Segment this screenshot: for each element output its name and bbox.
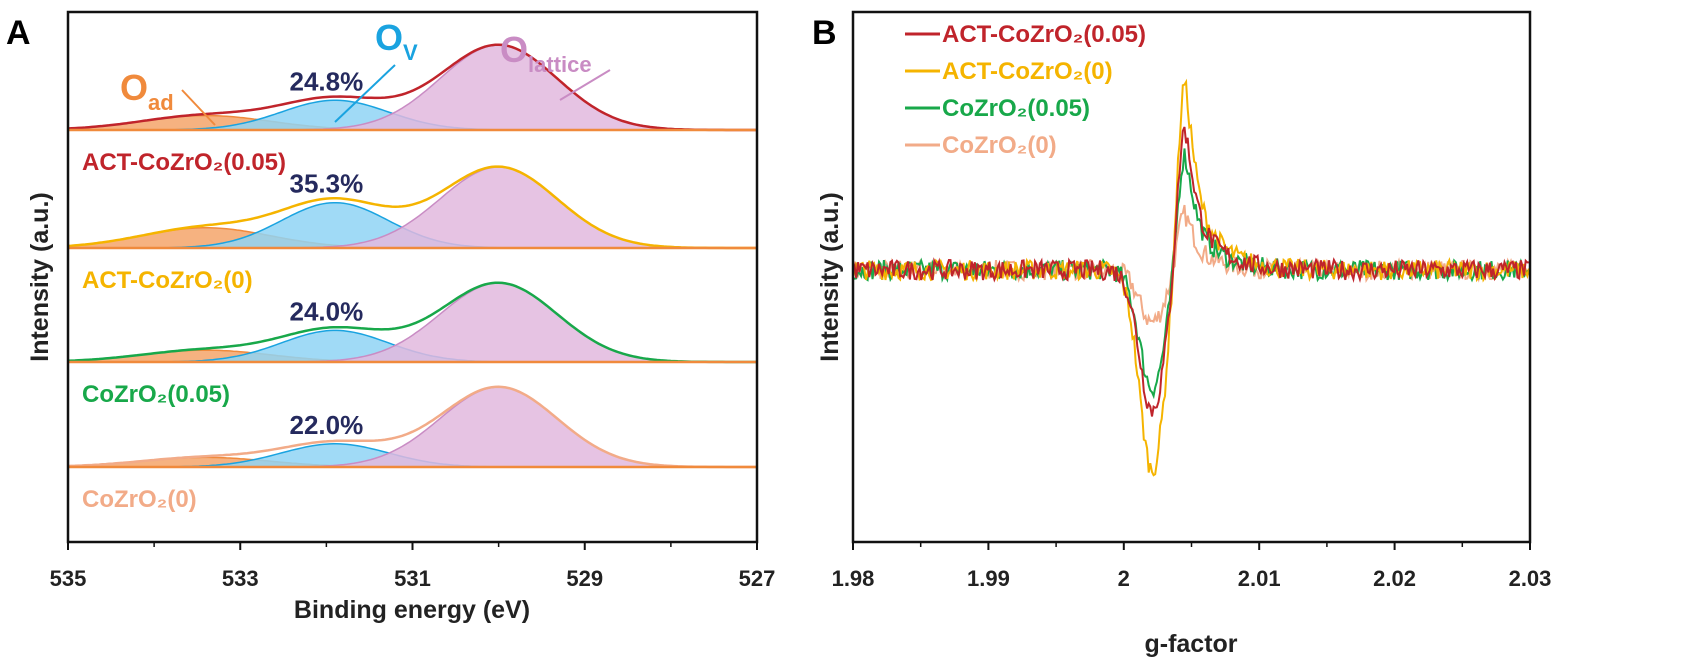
x-axis-label-b: g-factor xyxy=(1144,630,1237,658)
x-tick-label: 1.99 xyxy=(967,566,1010,591)
arrow-ov xyxy=(334,64,396,123)
envelope-line xyxy=(67,43,757,132)
epr-panel: ACT-CoZrO₂(0.05) ACT-CoZrO₂(0) CoZrO₂(0.05… xyxy=(832,21,1552,591)
series-label: CoZrO₂(0.05) xyxy=(82,381,230,408)
x-tick-label: 533 xyxy=(222,566,259,591)
x-tick-label: 535 xyxy=(50,566,87,591)
y-axis-label-b: Intensity (a.u.) xyxy=(816,192,844,361)
x-axis-label-a: Binding energy (eV) xyxy=(294,596,530,624)
arrow-olattice xyxy=(559,69,611,101)
legend-label: CoZrO₂(0) xyxy=(942,132,1057,159)
x-tick-label: 2.01 xyxy=(1238,566,1281,591)
component-label-lattice: Olattice xyxy=(500,29,592,77)
envelope-line xyxy=(67,385,757,469)
envelope-line xyxy=(67,281,757,364)
panel-label-b: B xyxy=(812,14,837,52)
x-tick-label: 2 xyxy=(1118,566,1130,591)
component-label-v: OV xyxy=(375,17,418,65)
ov-percent-label: 35.3% xyxy=(290,169,364,199)
epr-line xyxy=(852,126,1529,417)
panel-label-a: A xyxy=(6,14,31,52)
x-tick-label: 2.03 xyxy=(1509,566,1552,591)
legend-label: ACT-CoZrO₂(0) xyxy=(942,58,1113,85)
arrow-oad xyxy=(181,89,216,126)
x-tick-label: 531 xyxy=(394,566,431,591)
x-tick-label: 527 xyxy=(739,566,776,591)
plot-frame-a xyxy=(66,10,759,544)
ov-percent-label: 24.0% xyxy=(290,296,364,326)
plot-frame-b xyxy=(851,10,1532,544)
x-tick-label: 1.98 xyxy=(832,566,875,591)
ov-percent-label: 24.8% xyxy=(290,66,364,96)
legend-label: ACT-CoZrO₂(0.05) xyxy=(942,21,1146,48)
x-tick-label: 2.02 xyxy=(1373,566,1416,591)
series-label: ACT-CoZrO₂(0.05) xyxy=(82,149,286,176)
legend-label: CoZrO₂(0.05) xyxy=(942,95,1090,122)
component-label-ad: Oad xyxy=(120,67,174,115)
xps-panel: ACT-CoZrO₂(0.05) 24.8% ACT-CoZrO₂(0) 35.3% C… xyxy=(50,17,776,591)
x-tick-label: 529 xyxy=(566,566,603,591)
y-axis-label-a: Intensity (a.u.) xyxy=(26,192,54,361)
series-label: CoZrO₂(0) xyxy=(82,486,197,513)
envelope-line xyxy=(67,165,757,250)
ov-percent-label: 22.0% xyxy=(290,410,364,440)
series-label: ACT-CoZrO₂(0) xyxy=(82,267,253,294)
